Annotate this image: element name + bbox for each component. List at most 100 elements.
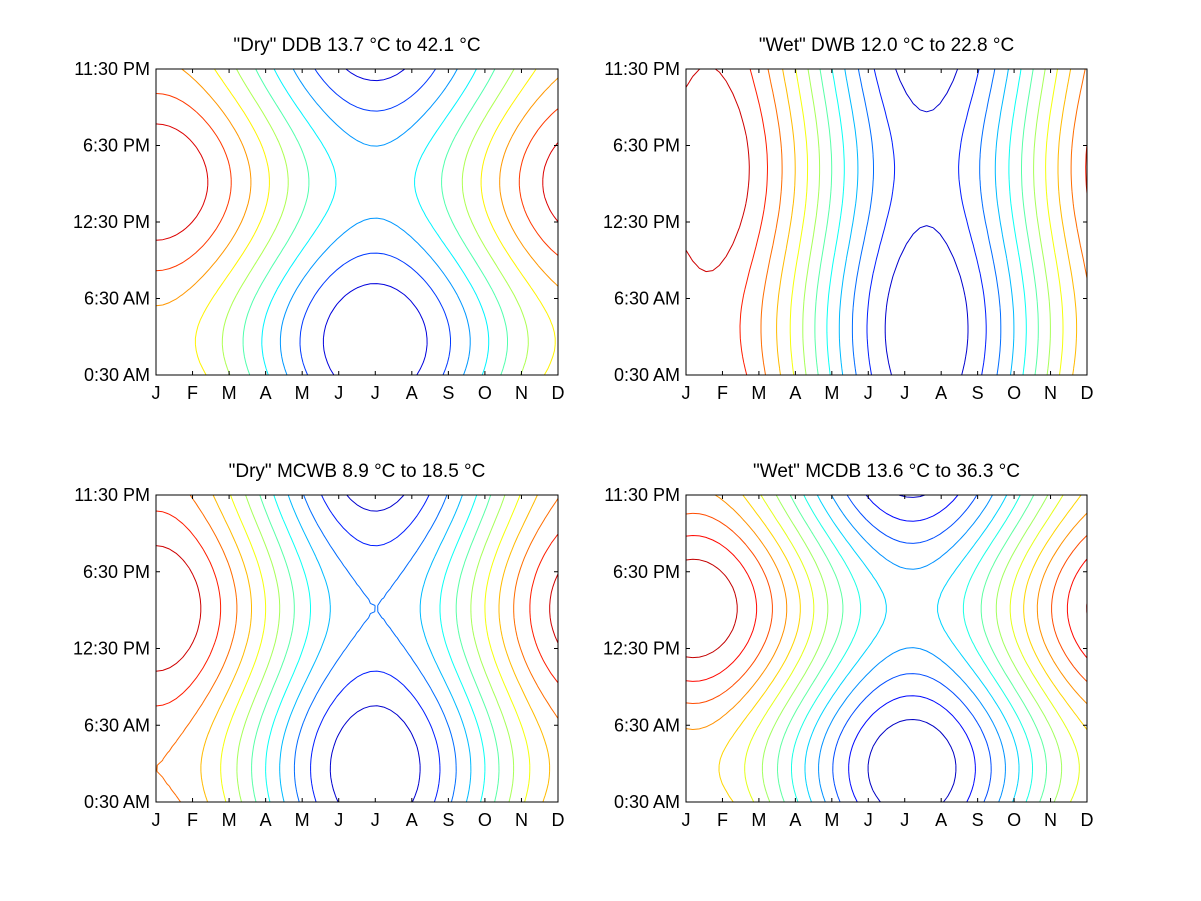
plot-border: [155, 68, 559, 376]
contour-level: [851, 68, 1002, 376]
x-tick-label: J: [152, 383, 161, 403]
x-tick-label: M: [222, 810, 237, 830]
x-tick-label: F: [717, 383, 728, 403]
x-tick-label: A: [935, 383, 947, 403]
y-tick-label: 12:30 PM: [73, 639, 150, 659]
y-tick-label: 6:30 PM: [613, 136, 680, 156]
panel-wet-dwb: "Wet" DWB 12.0 °C to 22.8 °C J F M A M J J A S O N…: [603, 35, 1094, 403]
contour-level: [814, 68, 1039, 376]
contour-level: [261, 68, 490, 376]
x-tick-label: S: [972, 810, 984, 830]
contour-level: [156, 494, 559, 803]
contour-level: [776, 68, 1078, 376]
contour-lines: [685, 494, 1088, 803]
y-tick-label: 0:30 AM: [84, 365, 150, 385]
contour-level: [293, 494, 457, 803]
x-tick-label: D: [1081, 383, 1094, 403]
x-tick-label: M: [295, 383, 310, 403]
x-tick-label: O: [1007, 383, 1021, 403]
y-tick-label: 6:30 PM: [83, 562, 150, 582]
contour-level: [685, 535, 1088, 682]
x-tick-label: A: [935, 810, 947, 830]
contour-level: [802, 68, 1051, 376]
y-tick-label: 11:30 PM: [604, 59, 680, 79]
x-tick-label: M: [824, 810, 839, 830]
contour-level: [299, 68, 451, 376]
panel-title: "Dry" DDB 13.7 °C to 42.1 °C: [233, 35, 480, 56]
plot-border: [685, 494, 1088, 803]
x-tick-label: O: [1007, 810, 1021, 830]
contour-level: [200, 494, 551, 803]
contour-level: [826, 68, 1027, 376]
y-tick-label: 11:30 PM: [74, 59, 150, 79]
contour-level: [744, 494, 1080, 803]
y-tick-label: 12:30 PM: [603, 212, 680, 232]
y-tick-label: 0:30 AM: [84, 792, 150, 812]
y-tick-label: 0:30 AM: [614, 792, 680, 812]
contour-level: [155, 92, 559, 272]
x-tick-label: J: [152, 810, 161, 830]
x-tick-label: F: [187, 810, 198, 830]
x-tick-label: D: [1081, 810, 1094, 830]
y-tick-label: 11:30 PM: [74, 485, 150, 505]
contour-level: [322, 68, 428, 376]
x-tick-label: D: [552, 383, 565, 403]
panel-title: "Wet" DWB 12.0 °C to 22.8 °C: [759, 35, 1014, 56]
contour-level: [155, 123, 559, 241]
contour-level: [265, 494, 486, 803]
x-tick-label: J: [334, 383, 343, 403]
x-tick-label: O: [478, 383, 492, 403]
x-tick-label: N: [515, 383, 528, 403]
contour-level: [867, 494, 957, 803]
contour-lines: [155, 68, 559, 376]
panel-title: "Wet" MCDB 13.6 °C to 36.3 °C: [753, 461, 1020, 482]
x-tick-label: J: [371, 383, 380, 403]
contour-level: [866, 68, 987, 376]
y-tick-label: 6:30 AM: [614, 289, 680, 309]
x-tick-label: D: [552, 810, 565, 830]
contour-level: [777, 494, 1047, 803]
x-tick-label: A: [406, 810, 418, 830]
x-tick-label: S: [442, 810, 454, 830]
contour-level: [220, 494, 531, 803]
contour-level: [155, 510, 559, 707]
y-tick-label: 6:30 PM: [613, 562, 680, 582]
panel-dry-mcwb: "Dry" MCWB 8.9 °C to 18.5 °C J F M A M J J A S O N…: [73, 461, 565, 830]
contour-level: [789, 68, 1064, 376]
contour-level: [236, 494, 515, 803]
contour-level: [832, 494, 992, 803]
contour-level: [838, 68, 1015, 376]
x-tick-label: S: [972, 383, 984, 403]
x-tick-label: M: [751, 810, 766, 830]
x-tick-label: J: [900, 810, 909, 830]
contour-level: [242, 68, 508, 376]
x-tick-label: M: [824, 383, 839, 403]
y-tick-label: 6:30 AM: [84, 715, 150, 735]
x-tick-label: A: [789, 383, 801, 403]
y-tick-label: 12:30 PM: [603, 639, 680, 659]
contour-level: [329, 494, 421, 803]
plot-border: [685, 68, 1088, 376]
x-tick-label: A: [260, 810, 272, 830]
x-tick-label: F: [717, 810, 728, 830]
x-tick-label: N: [515, 810, 528, 830]
y-tick-label: 6:30 AM: [614, 715, 680, 735]
x-tick-label: O: [478, 810, 492, 830]
y-tick-label: 0:30 AM: [614, 365, 680, 385]
plot-border: [155, 494, 559, 803]
contour-level: [279, 68, 471, 376]
contour-level: [760, 68, 1088, 376]
contour-level: [155, 68, 559, 307]
y-tick-label: 6:30 PM: [83, 136, 150, 156]
contour-level: [310, 494, 441, 803]
contour-level: [685, 512, 1088, 704]
contour-level: [194, 68, 556, 376]
x-tick-label: J: [864, 383, 873, 403]
x-tick-label: F: [187, 383, 198, 403]
x-tick-label: M: [295, 810, 310, 830]
contour-level: [818, 494, 1006, 803]
plot-area: [685, 494, 1088, 803]
contour-lines: [685, 68, 1088, 376]
x-tick-label: J: [682, 810, 691, 830]
